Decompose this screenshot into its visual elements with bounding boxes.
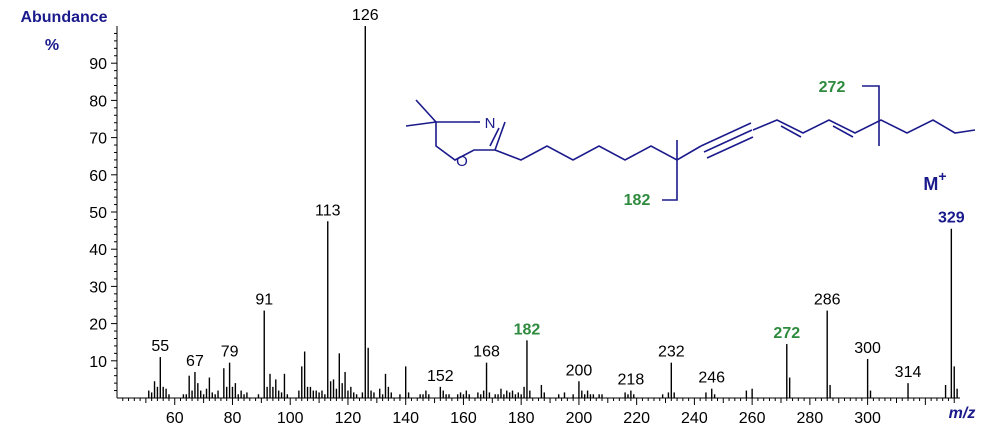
x-tick-label: 240 [681,410,708,427]
y-tick-label: 50 [89,205,107,222]
y-tick-label: 10 [89,354,107,371]
fragment-label-182: 182 [624,192,651,209]
peak-label: 55 [151,338,169,355]
y-tick-label: 90 [89,56,107,73]
peak-label: 113 [315,202,341,219]
methyl-bond-1 [415,99,437,123]
y-tick-label: 80 [89,93,107,110]
peak-label: 218 [618,372,645,389]
ring-atom-o: O [456,153,468,170]
peak-bars [148,26,958,398]
x-tick-label: 200 [566,410,593,427]
peak-label: 152 [427,368,454,385]
y-tick-label: 60 [89,168,107,185]
diene-chain [752,119,976,134]
x-tick-label: 80 [224,410,242,427]
alkyl-chain-1 [494,145,702,161]
y-ticks: 10 20 30 40 50 60 70 80 90 [89,32,117,392]
x-ticks: 60 80 100 120 140 160 180 200 220 240 260 280 300 [122,398,955,427]
x-tick-label: 140 [392,410,419,427]
x-tick-label: 160 [450,410,477,427]
methyl-bond-2 [405,121,437,127]
ring-atom-n: N [485,115,496,132]
peak-label: 232 [658,344,685,361]
cleavage-mark-182 [662,140,678,201]
x-tick-label: 180 [508,410,535,427]
x-tick-label: 260 [739,410,766,427]
peak-label: 91 [255,292,273,309]
y-tick-label: 20 [89,317,107,334]
peak-label: 272 [773,325,800,342]
triple-bond-c [706,136,754,159]
y-tick-label: 40 [89,242,107,259]
peak-label: 182 [514,321,541,338]
y-tick-label: 70 [89,131,107,148]
peak-label: 314 [895,364,922,381]
x-axis-title: m/z [949,405,976,422]
x-tick-label: 220 [623,410,650,427]
double-bond-2 [832,125,854,138]
molecular-ion-symbol: M [923,174,938,194]
y-tick-label: 30 [89,279,107,296]
peak-label: 300 [854,340,881,357]
triple-bond-a [700,122,752,147]
x-tick-label: 60 [166,410,184,427]
peak-label: 79 [221,344,239,361]
imine-double-bond [489,127,500,147]
triple-bond-b [703,129,753,153]
x-tick-label: 300 [854,410,881,427]
peak-label: 200 [566,362,593,379]
x-tick-label: 100 [277,410,304,427]
chemical-structure [405,85,976,201]
y-axis-title: Abundance [20,9,107,26]
peak-label: 168 [473,344,500,361]
y-axis-unit: % [45,37,59,54]
double-bond-1 [780,125,802,138]
cleavage-mark-272 [862,85,880,146]
x-tick-label: 280 [797,410,824,427]
x-tick-label: 120 [335,410,362,427]
peak-label: 126 [352,7,379,24]
peak-labels: 55 67 79 91 113 126 152 168 182 200 218 232 246 272 28… [151,7,964,389]
molecular-ion-charge: + [938,168,946,184]
fragment-label-272: 272 [819,79,846,96]
peak-label: 329 [938,210,965,227]
molecular-ion-label: M+ [923,168,946,194]
peak-label: 246 [698,370,725,387]
peak-label: 67 [186,353,204,370]
peak-label: 286 [814,292,841,309]
